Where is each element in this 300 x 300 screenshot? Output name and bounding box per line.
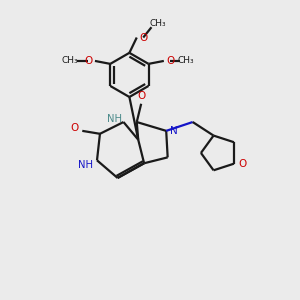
Text: CH₃: CH₃ — [178, 56, 194, 65]
Text: CH₃: CH₃ — [150, 19, 166, 28]
Text: O: O — [71, 123, 79, 133]
Text: O: O — [84, 56, 93, 66]
Text: NH: NH — [106, 114, 122, 124]
Text: O: O — [139, 32, 147, 43]
Text: O: O — [138, 92, 146, 101]
Text: NH: NH — [78, 160, 93, 170]
Text: O: O — [166, 56, 174, 66]
Text: CH₃: CH₃ — [62, 56, 79, 65]
Text: O: O — [238, 159, 246, 169]
Text: N: N — [170, 126, 177, 136]
